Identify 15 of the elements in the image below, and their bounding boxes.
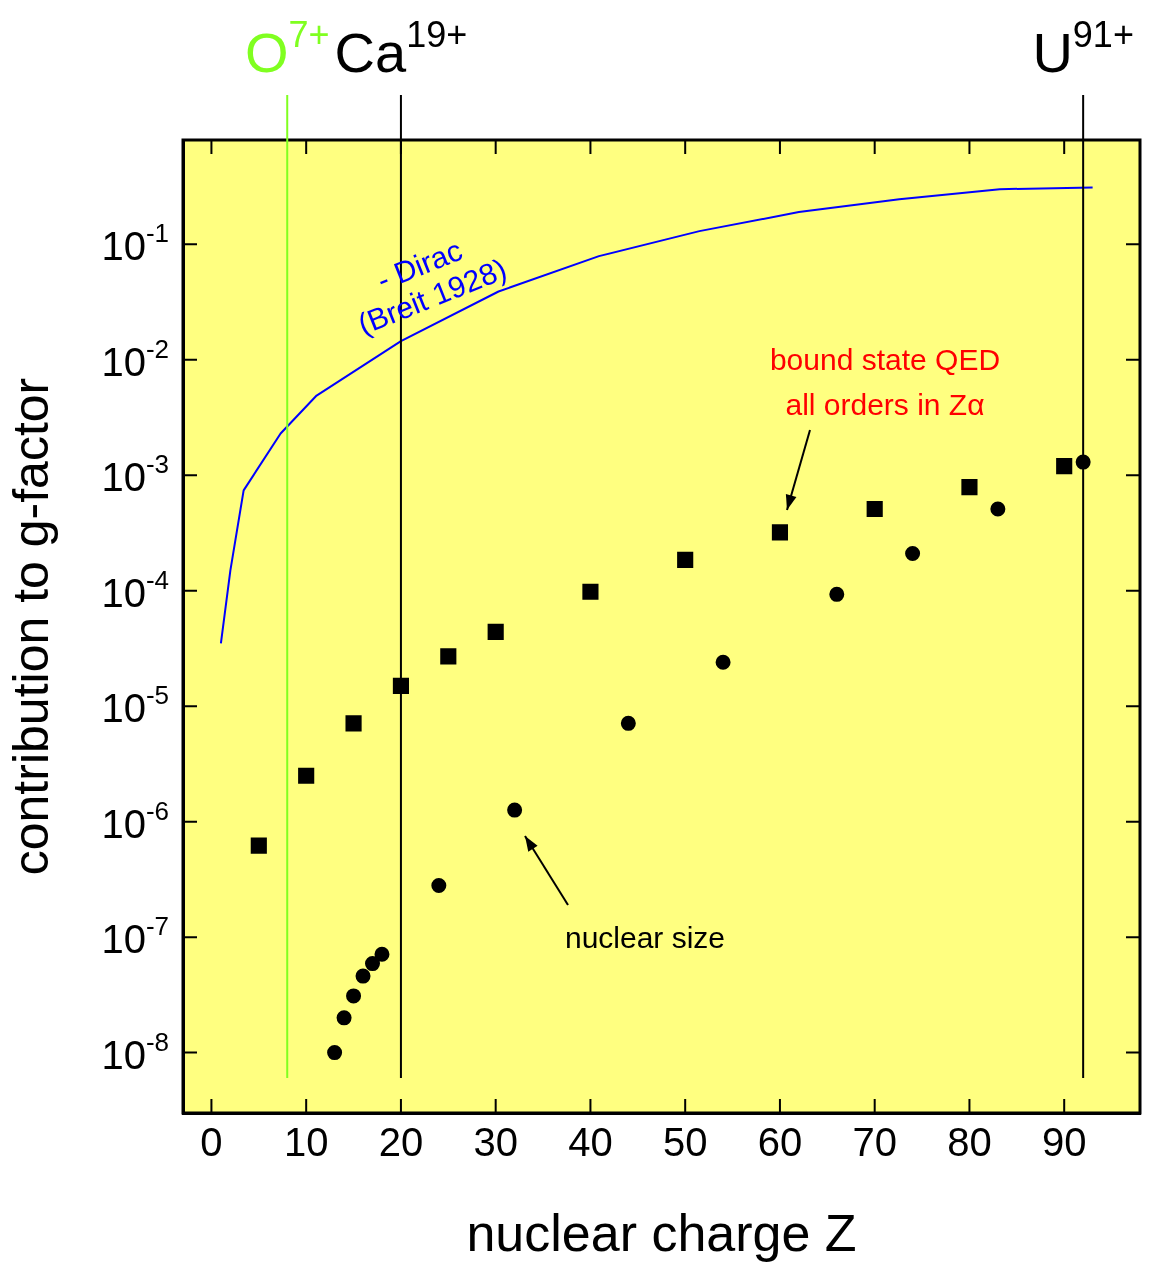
x-tick-label: 40 [568,1120,613,1165]
x-tick-label: 30 [473,1120,518,1165]
x-tick-label: 70 [852,1120,897,1165]
text: - Dirac (Breit 1928) [353,233,511,341]
x-tick-label: 50 [662,1120,708,1165]
x-tick-label: 60 [757,1120,803,1165]
x-tick-label: 20 [378,1120,424,1165]
y-axis-title: contribution to g-factor [2,377,59,876]
x-tick-label: 90 [1041,1120,1087,1165]
x-tick-label: 10 [283,1120,329,1165]
x-axis-title: nuclear charge Z [466,1204,857,1263]
x-tick-label: 80 [947,1120,992,1165]
annotation: bound state QED all orders in Zα [769,343,1001,421]
annotation: nuclear size [564,921,726,954]
x-tick-label: 0 [200,1120,223,1165]
